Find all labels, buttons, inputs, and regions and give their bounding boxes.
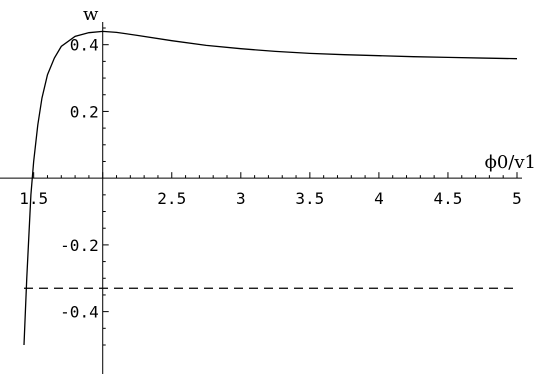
y-tick-label: -0.2 — [60, 236, 99, 255]
series-layer — [23, 30, 518, 346]
x-tick-label: 4 — [374, 189, 384, 208]
x-tick-label: 3 — [236, 189, 246, 208]
x-tick-label: 2.5 — [157, 189, 186, 208]
y-tick-label: -0.4 — [60, 303, 99, 322]
y-tick-label: 0.2 — [70, 102, 99, 121]
x-axis-label: ϕ0/v1 — [485, 152, 536, 173]
x-tick-label: 1.5 — [19, 189, 48, 208]
x-tick-label: 4.5 — [433, 189, 462, 208]
x-tick-label: 5 — [512, 189, 522, 208]
x-tick-label: 3.5 — [295, 189, 324, 208]
tick-marks — [33, 27, 518, 346]
y-axis-label: w — [83, 4, 99, 25]
y-tick-label: 0.4 — [70, 36, 99, 55]
tick-labels: 1.5 2.5 3 3.5 4 4.5 5 0.4 0.2 -0.2 -0.4 — [19, 36, 522, 322]
w-curve-line — [23, 30, 518, 346]
